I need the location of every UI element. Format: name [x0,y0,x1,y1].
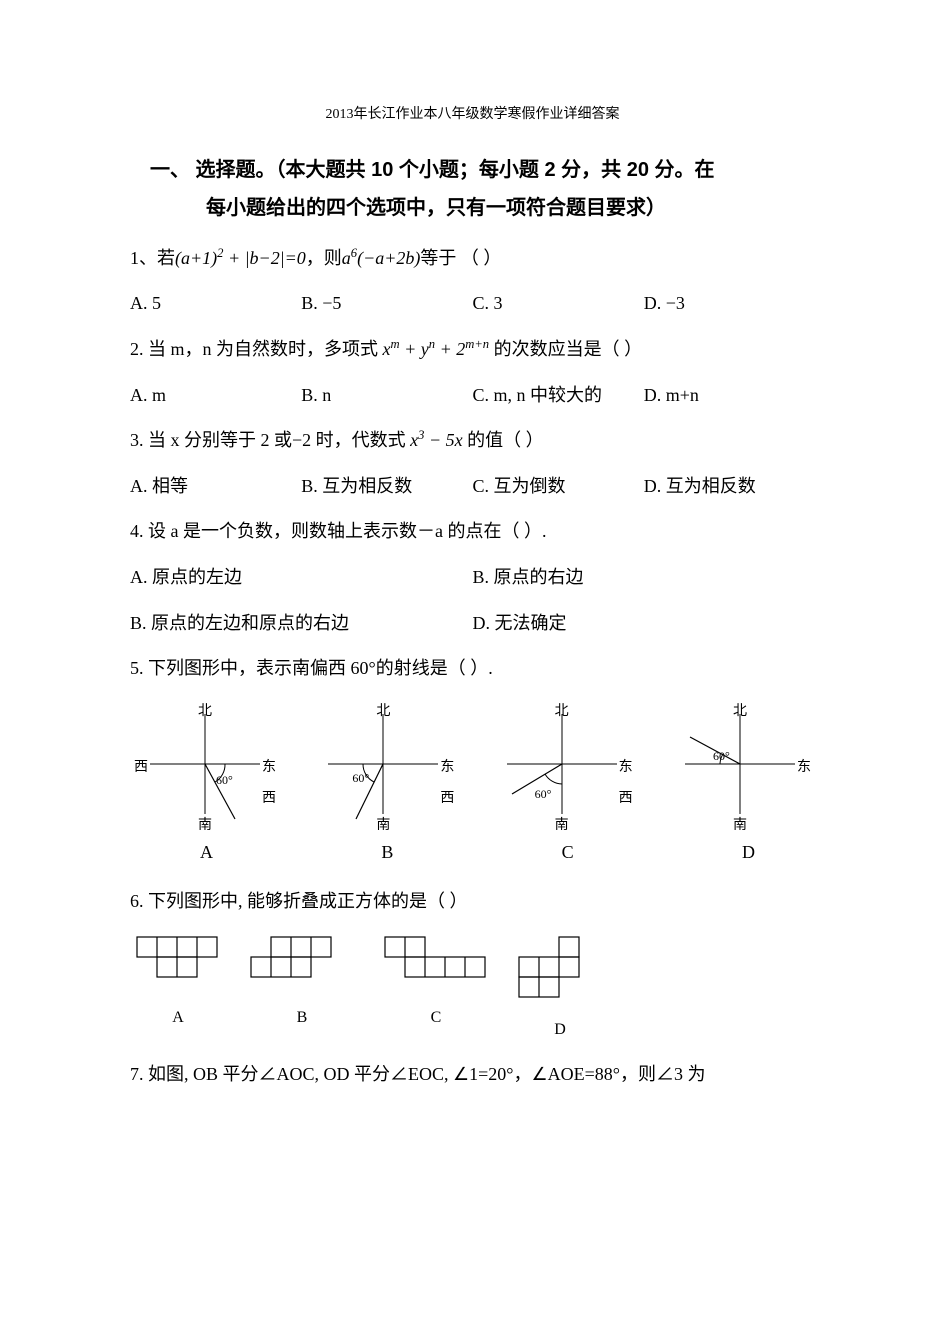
angle-label: 60° [713,743,730,769]
q1-suffix: 等于 （ ） [420,248,501,268]
section-line1: 一、 选择题。（本大题共 10 个小题；每小题 2 分，共 20 分。在 [150,151,815,189]
q3-options: A. 相等 B. 互为相反数 C. 互为倒数 D. 互为相反数 [130,467,815,507]
q1-option-a: A. 5 [130,284,301,324]
q4-options-row2: B. 原点的左边和原点的右边 D. 无法确定 [130,604,815,644]
q3-suffix: 的值（ ） [463,430,544,450]
q1-stem: 1、若(a+1)2 + |b−2|=0，则a6(−a+2b)等于 （ ） [130,239,815,279]
q1-prefix: 1、若 [130,248,175,268]
east-label-b: 东西 [440,753,458,815]
q2-options: A. m B. n C. m, n 中较大的 D. m+n [130,376,815,416]
q2-option-c: C. m, n 中较大的 [473,376,644,416]
q2-suffix: 的次数应当是（ ） [489,339,642,359]
east-label-a: 东西 [262,753,280,815]
q4-options-row1: A. 原点的左边 B. 原点的右边 [130,558,815,598]
q3-stem: 3. 当 x 分别等于 2 或−2 时，代数式 x3 − 5x 的值（ ） [130,421,815,461]
north-label: 北 [376,697,390,728]
south-label: 南 [733,811,747,842]
q6-net-c: C [384,936,488,1035]
q1-options: A. 5 B. −5 C. 3 D. −3 [130,284,815,324]
q1-option-c: C. 3 [473,284,644,324]
q2-option-a: A. m [130,376,301,416]
q6-label-b: B [297,1000,308,1035]
q1-expr1: (a+1)2 + |b−2|=0 [175,248,306,268]
q3-option-b: B. 互为相反数 [301,467,472,507]
north-label: 北 [198,697,212,728]
q5-diagram-a: 北 南 西 东西 60° [130,699,280,829]
q1-mid: ，则 [306,248,342,268]
q2-prefix: 2. 当 m，n 为自然数时，多项式 [130,339,383,359]
q2-option-b: B. n [301,376,472,416]
north-label: 北 [555,697,569,728]
q6-label-d: D [554,1012,566,1047]
section-heading: 一、 选择题。（本大题共 10 个小题；每小题 2 分，共 20 分。在 每小题… [130,151,815,227]
q5-stem: 5. 下列图形中，表示南偏西 60°的射线是（ ）. [130,649,815,689]
q3-option-c: C. 互为倒数 [473,467,644,507]
q4-option-c: B. 原点的左边和原点的右边 [130,604,473,644]
q6-label-a: A [172,1000,184,1035]
section-line2: 每小题给出的四个选项中，只有一项符合题目要求） [150,189,815,227]
q2-stem: 2. 当 m，n 为自然数时，多项式 xm + yn + 2m+n 的次数应当是… [130,330,815,370]
q1-option-b: B. −5 [301,284,472,324]
q5-diagram-b: 北 南 东西 60° [308,699,458,829]
q6-stem: 6. 下列图形中, 能够折叠成正方体的是（ ） [130,882,815,922]
q3-option-a: A. 相等 [130,467,301,507]
doc-title: 2013年长江作业本八年级数学寒假作业详细答案 [130,100,815,131]
q6-label-c: C [431,1000,442,1035]
south-label: 南 [376,811,390,842]
q6-net-a: A [136,936,220,1035]
q5-diagram-d: 北 南 东 60° [665,699,815,829]
q2-option-d: D. m+n [644,376,815,416]
east-label-c: 东西 [619,753,637,815]
question-3: 3. 当 x 分别等于 2 或−2 时，代数式 x3 − 5x 的值（ ） [130,421,815,461]
q4-option-d: D. 无法确定 [473,604,816,644]
q2-expr: xm + yn + 2m+n [383,339,490,359]
q3-option-d: D. 互为相反数 [644,467,815,507]
question-2: 2. 当 m，n 为自然数时，多项式 xm + yn + 2m+n 的次数应当是… [130,330,815,370]
question-4: 4. 设 a 是一个负数，则数轴上表示数－a 的点在（ ）. [130,512,815,552]
q6-nets-row: A B C [136,936,815,1047]
angle-label: 60° [535,781,552,807]
q7-stem: 7. 如图, OB 平分∠AOC, OD 平分∠EOC, ∠1=20°，∠AOE… [130,1055,815,1095]
q1-option-d: D. −3 [644,284,815,324]
east-label: 东 [797,753,811,784]
south-label: 南 [555,811,569,842]
q5-option-letters: A B C D [130,833,815,873]
q6-net-b: B [250,936,354,1035]
q4-option-b: B. 原点的右边 [473,558,816,598]
q5-diagram-c: 北 南 东西 60° [487,699,637,829]
question-6: 6. 下列图形中, 能够折叠成正方体的是（ ） [130,882,815,922]
question-1: 1、若(a+1)2 + |b−2|=0，则a6(−a+2b)等于 （ ） [130,239,815,279]
west-label: 西 [134,753,148,784]
south-label: 南 [198,811,212,842]
q5-diagrams-row: 北 南 西 东西 60° 北 南 东西 60° 北 南 东西 60° [130,699,815,829]
q3-prefix: 3. 当 x 分别等于 2 或−2 时，代数式 [130,430,410,450]
angle-label: 60° [216,767,233,793]
q1-expr2: a6(−a+2b) [342,248,421,268]
q4-option-a: A. 原点的左边 [130,558,473,598]
north-label: 北 [733,697,747,728]
q4-stem: 4. 设 a 是一个负数，则数轴上表示数－a 的点在（ ）. [130,512,815,552]
angle-label: 60° [352,765,369,791]
q6-net-d: D [518,936,602,1047]
q3-expr: x3 − 5x [410,430,462,450]
question-5: 5. 下列图形中，表示南偏西 60°的射线是（ ）. [130,649,815,689]
question-7: 7. 如图, OB 平分∠AOC, OD 平分∠EOC, ∠1=20°，∠AOE… [130,1055,815,1095]
